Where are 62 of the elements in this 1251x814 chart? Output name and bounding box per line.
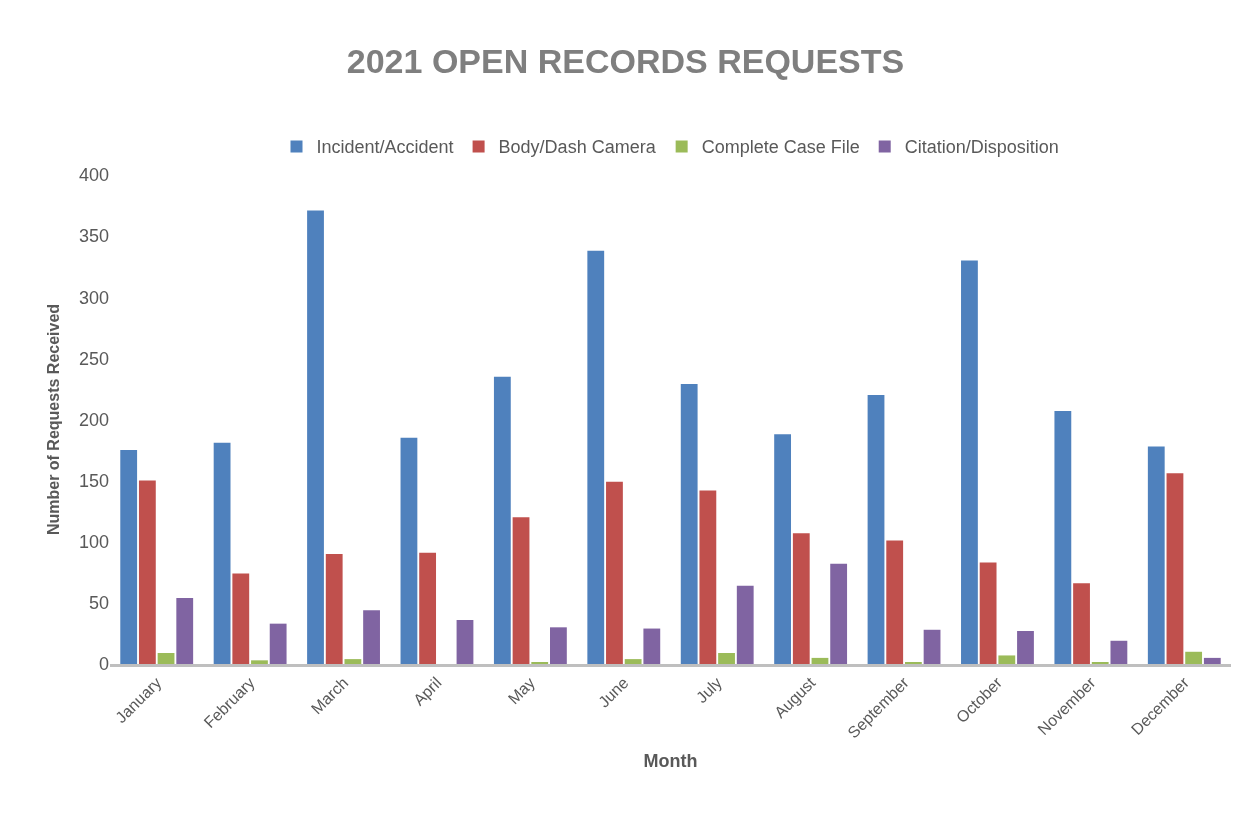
bar — [624, 659, 642, 664]
bar — [718, 653, 735, 664]
bar — [325, 553, 343, 664]
legend-label: Body/Dash Camera — [498, 137, 657, 158]
y-tick-label: 200 — [78, 409, 109, 430]
bar — [157, 653, 175, 664]
bar — [549, 627, 567, 664]
bar — [120, 450, 138, 664]
x-tick-label: May — [504, 673, 539, 708]
bar — [419, 552, 437, 664]
bar — [1054, 410, 1072, 664]
bar — [344, 659, 362, 664]
bar — [643, 628, 661, 664]
bar — [736, 585, 754, 664]
bar — [138, 480, 156, 664]
bar — [363, 610, 380, 664]
bar — [1147, 446, 1165, 664]
bar — [232, 573, 250, 664]
bar — [1166, 473, 1184, 664]
chart-title: 2021 OPEN RECORDS REQUESTS — [346, 41, 905, 80]
bar — [774, 434, 792, 664]
bar — [307, 210, 324, 664]
bar — [830, 563, 848, 664]
bar — [923, 629, 941, 664]
bar — [1017, 630, 1034, 664]
y-tick-label: 250 — [78, 348, 109, 369]
bar — [587, 250, 605, 664]
bar — [213, 442, 231, 664]
y-tick-label: 0 — [98, 654, 109, 675]
bar — [1203, 657, 1221, 664]
bar — [811, 657, 829, 664]
bar — [961, 260, 978, 664]
bar — [400, 437, 418, 664]
bar — [1110, 640, 1128, 664]
y-tick-label: 400 — [78, 165, 109, 186]
bar — [606, 481, 623, 664]
bar — [1073, 583, 1090, 664]
y-tick-label: 300 — [78, 287, 109, 308]
legend-label: Complete Case File — [701, 137, 860, 158]
bar — [998, 655, 1016, 664]
legend-label: Citation/Disposition — [904, 137, 1059, 158]
bar — [176, 597, 194, 664]
y-tick-label: 100 — [78, 532, 109, 553]
bar — [512, 517, 530, 664]
bar — [456, 619, 474, 664]
x-axis-title: Month — [643, 751, 698, 772]
y-tick-label: 50 — [88, 593, 109, 614]
bar — [680, 384, 698, 664]
bar — [886, 540, 904, 664]
bar — [1185, 651, 1203, 664]
y-axis-title: Number of Requests Received — [44, 303, 62, 536]
bar — [979, 562, 997, 664]
y-tick-label: 150 — [78, 470, 109, 491]
bar — [493, 376, 511, 664]
bar — [251, 660, 268, 664]
bar — [792, 533, 810, 664]
bar — [699, 490, 717, 664]
y-tick-label: 350 — [78, 226, 109, 247]
legend-label: Incident/Accident — [316, 137, 454, 158]
bar — [867, 395, 885, 664]
x-tick-label: July — [692, 673, 725, 707]
bar — [269, 623, 287, 664]
